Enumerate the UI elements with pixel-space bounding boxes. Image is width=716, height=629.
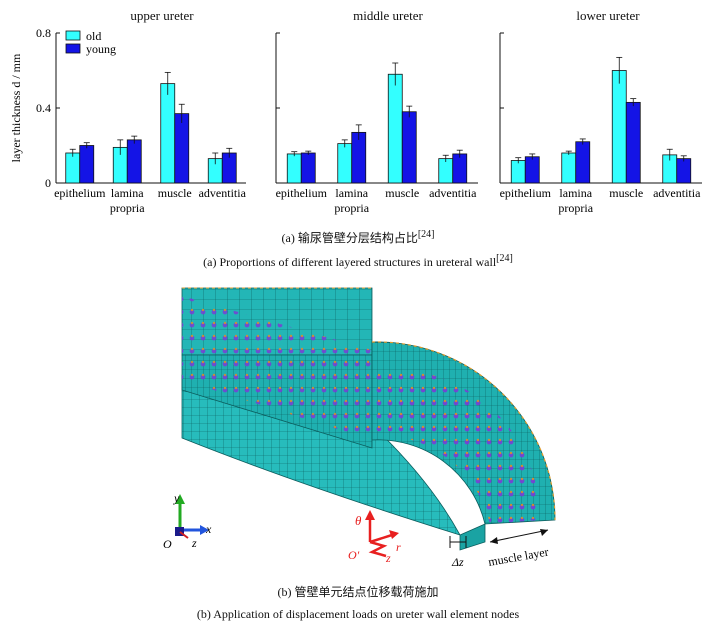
x-tick-label: adventitia	[199, 186, 247, 200]
bar-young	[452, 153, 468, 184]
load-markers-slab	[182, 296, 372, 440]
bar-old	[65, 152, 81, 184]
legend-label: old	[86, 29, 101, 43]
bar-old	[387, 73, 403, 184]
chart-title-lower: lower ureter	[576, 8, 640, 23]
local-origin-label: O′	[348, 548, 360, 562]
x-tick-label: muscle	[158, 186, 192, 200]
x-tick-label: propria	[558, 201, 593, 215]
delta-z-dimension: Δz	[449, 536, 467, 569]
delta-z-label: Δz	[451, 555, 464, 569]
bar-old	[337, 143, 353, 184]
y-axis-label: layer thickness d / mm	[9, 53, 23, 162]
chart-title-middle: middle ureter	[353, 8, 423, 23]
bar-old	[510, 160, 526, 184]
x-tick-label: muscle	[385, 186, 419, 200]
chart-title-upper: upper ureter	[130, 8, 194, 23]
caption-b-en: (b) Application of displacement loads on…	[196, 607, 520, 621]
x-tick-label: lamina	[111, 186, 144, 200]
r-label: r	[396, 540, 401, 554]
axis-z-label: z	[191, 536, 197, 550]
x-tick-label: lamina	[559, 186, 592, 200]
axis-x-label: x	[205, 522, 212, 536]
caption-a-en: (a) Proportions of different layered str…	[203, 253, 513, 269]
caption-b-cn: (b) 管壁单元结点位移载荷施加	[277, 585, 439, 599]
axis-origin-label: O	[163, 537, 172, 551]
bar-young	[676, 158, 692, 184]
bar-young	[126, 139, 142, 184]
bar-young	[401, 111, 417, 184]
y-tick-label: 0.8	[36, 26, 51, 40]
fem-model-illustration: y x z O θ r z O′ Δz muscle layer	[163, 287, 556, 569]
x-tick-label: epithelium	[500, 186, 552, 200]
caption-a-cn: (a) 输尿管壁分层结构占比[24]	[281, 229, 435, 245]
legend-swatch	[65, 30, 81, 41]
y-tick-label: 0.4	[36, 101, 51, 115]
inner-wall-surface	[181, 374, 461, 536]
bar-old	[611, 70, 627, 184]
x-tick-label: muscle	[609, 186, 643, 200]
load-markers-ring	[372, 368, 541, 524]
bar-young	[625, 101, 641, 184]
bar-old	[438, 158, 454, 184]
y-tick-label: 0	[45, 176, 51, 190]
x-tick-label: propria	[110, 201, 145, 215]
bar-young	[300, 152, 316, 184]
bar-charts: 0 0.4 0.8 layer thickness d / mm epithelium l…	[9, 26, 702, 215]
x-tick-label: epithelium	[54, 186, 106, 200]
bar-young	[524, 156, 540, 184]
local-axes-icon: θ r z O′	[348, 510, 401, 565]
x-tick-label: adventitia	[429, 186, 477, 200]
bar-young	[351, 131, 367, 184]
x-tick-label: propria	[334, 201, 369, 215]
x-tick-label: lamina	[335, 186, 368, 200]
x-tick-label: adventitia	[653, 186, 701, 200]
axis-y-label: y	[173, 491, 180, 505]
bar-young	[174, 113, 190, 184]
global-axes-icon: y x z O	[163, 491, 212, 551]
x-tick-label: epithelium	[276, 186, 328, 200]
muscle-layer-label: muscle layer	[487, 545, 549, 569]
bar-old	[561, 152, 577, 184]
bar-old	[286, 153, 302, 184]
bar-old	[160, 83, 176, 184]
legend-label: young	[86, 42, 116, 56]
muscle-layer-dimension: muscle layer	[487, 529, 550, 569]
theta-label: θ	[355, 513, 362, 528]
legend-swatch	[65, 43, 81, 54]
local-z-label: z	[385, 551, 391, 565]
bar-young	[575, 141, 591, 184]
bar-young	[79, 145, 95, 184]
